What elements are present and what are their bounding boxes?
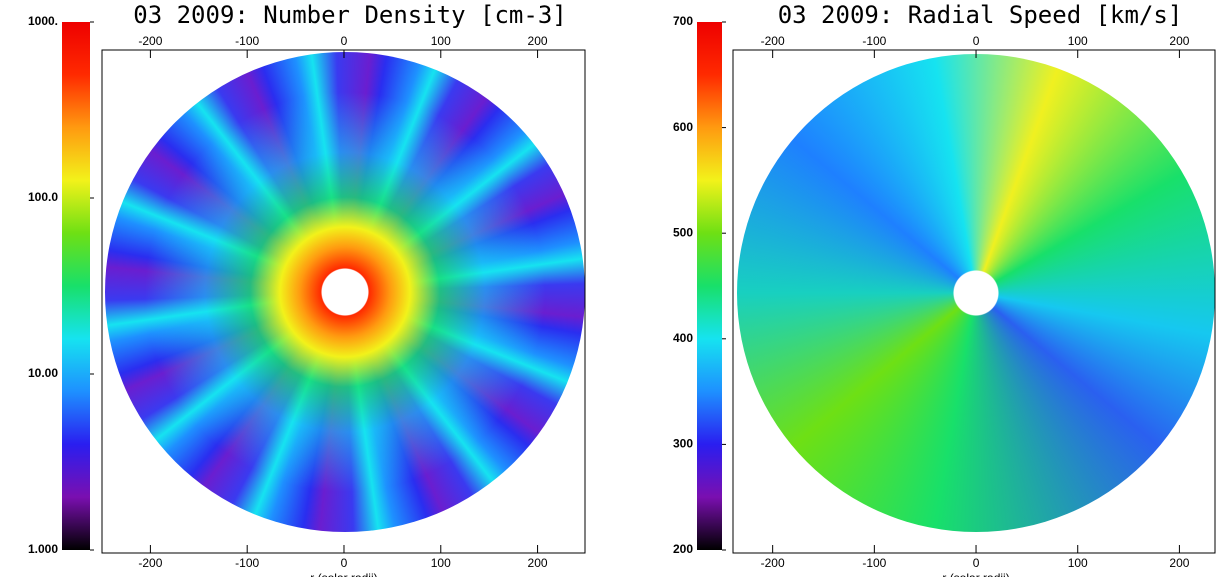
colorbar — [62, 22, 90, 550]
colorbar-tick-label: 400 — [673, 331, 693, 345]
colorbar-tick-label: 300 — [673, 437, 693, 451]
x-tick-label: 200 — [528, 556, 548, 570]
x-tick-label: -100 — [862, 556, 886, 570]
x-tick-label-top: 200 — [1169, 34, 1189, 48]
axes-box — [732, 49, 1216, 554]
x-tick-label: -200 — [138, 556, 162, 570]
colorbar-tick-label: 1000. — [28, 14, 58, 28]
x-tick-label: -100 — [235, 556, 259, 570]
density-map — [105, 52, 585, 532]
x-axis-label: r (solar radii) — [942, 571, 1009, 577]
colorbar-tick-label: 10.00 — [28, 366, 58, 380]
x-tick-label: 100 — [1068, 556, 1088, 570]
x-tick-label: 0 — [973, 556, 980, 570]
x-tick-label-top: 200 — [528, 34, 548, 48]
colorbar-tick-label: 100.0 — [28, 190, 58, 204]
colorbar-tick-label: 700 — [673, 14, 693, 28]
x-tick-label: 0 — [341, 556, 348, 570]
x-tick-label: 100 — [431, 556, 451, 570]
chart-title: 03 2009: Radial Speed [km/s] — [778, 1, 1183, 29]
axes-box — [101, 49, 586, 554]
x-tick-label: 200 — [1169, 556, 1189, 570]
colorbar — [697, 22, 722, 550]
x-tick-label-top: -100 — [235, 34, 259, 48]
colorbar-tick-label: 1.000 — [28, 542, 58, 556]
x-tick-label-top: -200 — [138, 34, 162, 48]
x-tick-label-top: -200 — [761, 34, 785, 48]
colorbar-tick-label: 200 — [673, 542, 693, 556]
x-tick-label: -200 — [761, 556, 785, 570]
x-tick-label-top: 0 — [973, 34, 980, 48]
colorbar-tick-label: 500 — [673, 225, 693, 239]
x-tick-label-top: 100 — [1068, 34, 1088, 48]
chart-title: 03 2009: Number Density [cm-3] — [133, 1, 566, 29]
speed-map — [737, 54, 1215, 532]
x-tick-label-top: -100 — [862, 34, 886, 48]
colorbar-tick-label: 600 — [673, 120, 693, 134]
x-tick-label-top: 0 — [341, 34, 348, 48]
x-axis-label: r (solar radii) — [310, 571, 377, 577]
x-tick-label-top: 100 — [431, 34, 451, 48]
